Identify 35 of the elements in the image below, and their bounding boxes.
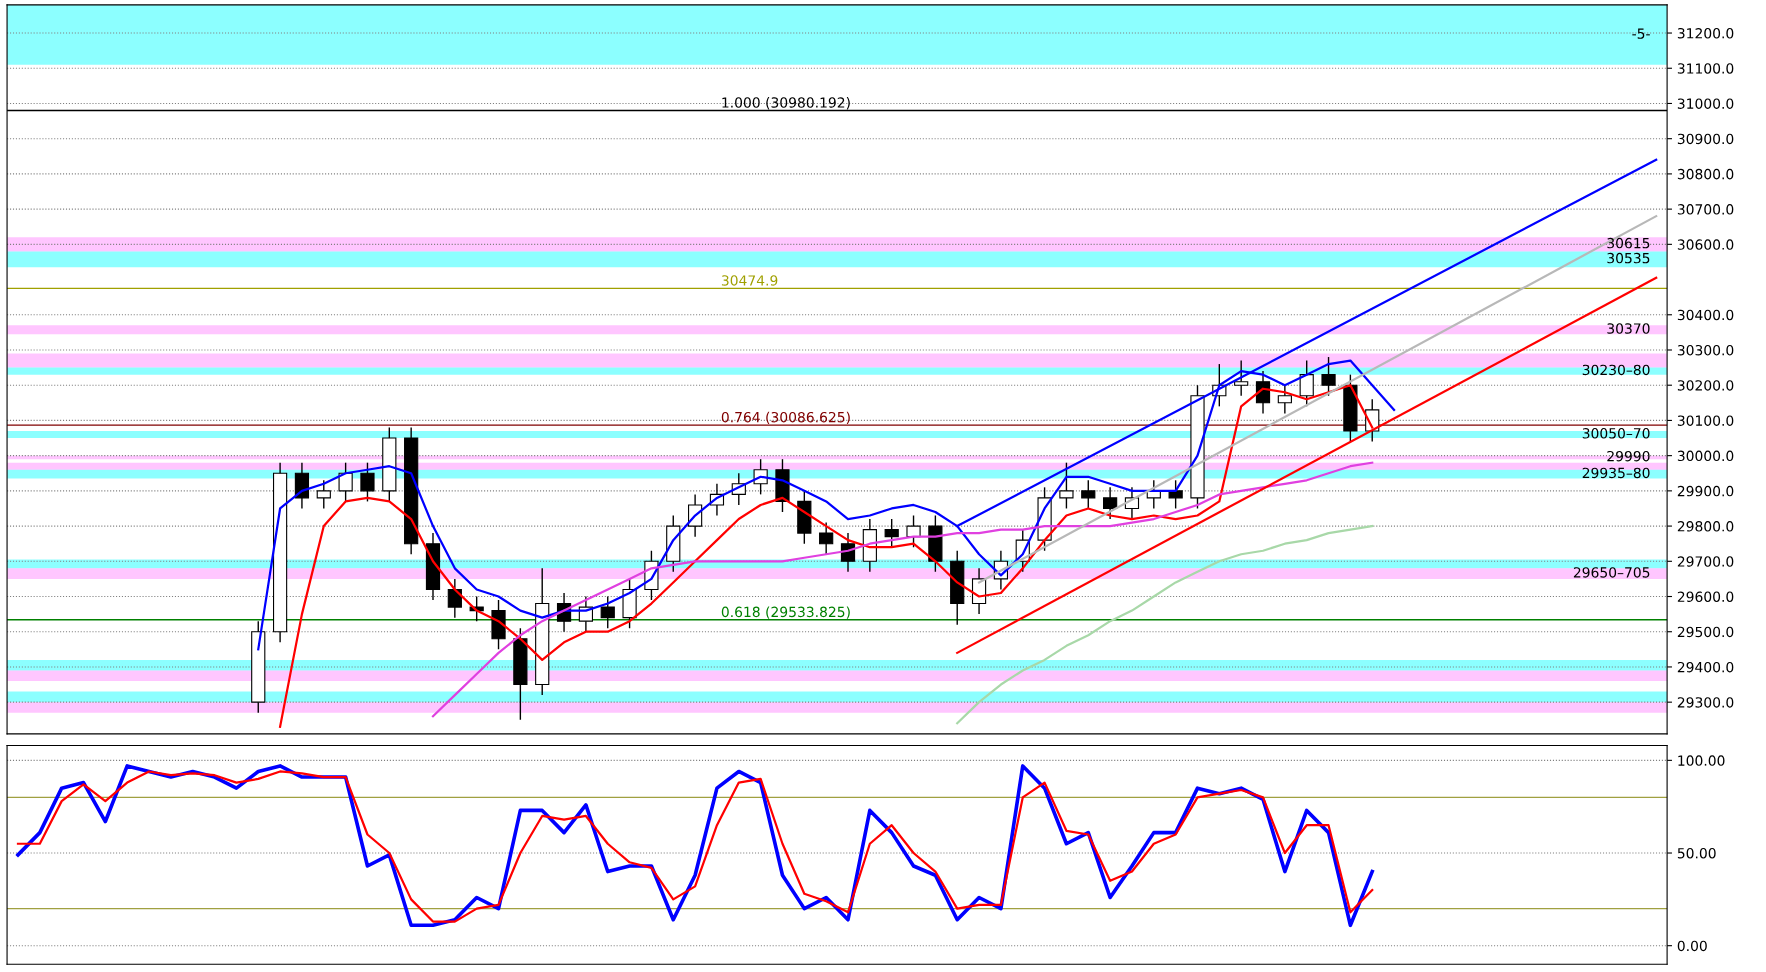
y-tick-label: 30700.0	[1677, 204, 1734, 215]
y-tick-label: 29300.0	[1677, 697, 1734, 708]
y-tick-label: 30300.0	[1677, 344, 1734, 356]
ref-line-label: 30474.9	[721, 275, 778, 286]
y-tick-label: 30200.0	[1677, 380, 1734, 391]
band-label: 29650–705	[1573, 567, 1650, 578]
y-tick-label: 31000.0	[1677, 98, 1734, 109]
y-tick-label: 29900.0	[1677, 485, 1734, 497]
y-tick-label: 100.00	[1678, 755, 1725, 766]
y-tick-label: 31200.0	[1677, 28, 1734, 39]
y-tick-label: 30000.0	[1677, 450, 1734, 462]
band-label: 30050–70	[1582, 428, 1650, 439]
band-label: 30230–80	[1582, 364, 1650, 376]
y-tick-label: 30900.0	[1677, 133, 1734, 145]
y-tick-label: 30100.0	[1677, 415, 1734, 426]
y-tick-label: 29500.0	[1677, 626, 1734, 638]
band-label: 30370	[1607, 323, 1650, 334]
band-label: 29935–80	[1582, 467, 1650, 479]
y-tick-label: 31100.0	[1677, 63, 1734, 74]
y-tick-label: 30400.0	[1677, 309, 1734, 321]
y-tick-label: 0.00	[1677, 940, 1707, 952]
y-tick-label: 29400.0	[1677, 661, 1734, 673]
ref-line-label: 1.000 (30980.192)	[722, 97, 850, 110]
ref-line-label: 0.618 (29533.825)	[721, 606, 850, 619]
y-tick-label: 30800.0	[1677, 168, 1734, 180]
y-tick-label: 29800.0	[1677, 521, 1734, 532]
y-tick-label: 30600.0	[1677, 239, 1734, 250]
band-label: -5-	[1632, 28, 1650, 39]
band-label: 30535	[1607, 252, 1650, 264]
band-label: 30615	[1607, 237, 1650, 249]
y-tick-label: 29700.0	[1677, 556, 1734, 567]
band-label: 29990	[1607, 450, 1650, 462]
y-tick-label: 29600.0	[1677, 591, 1734, 602]
y-tick-label: 50.00	[1677, 847, 1716, 859]
ref-line-label: 0.764 (30086.625)	[721, 411, 850, 425]
